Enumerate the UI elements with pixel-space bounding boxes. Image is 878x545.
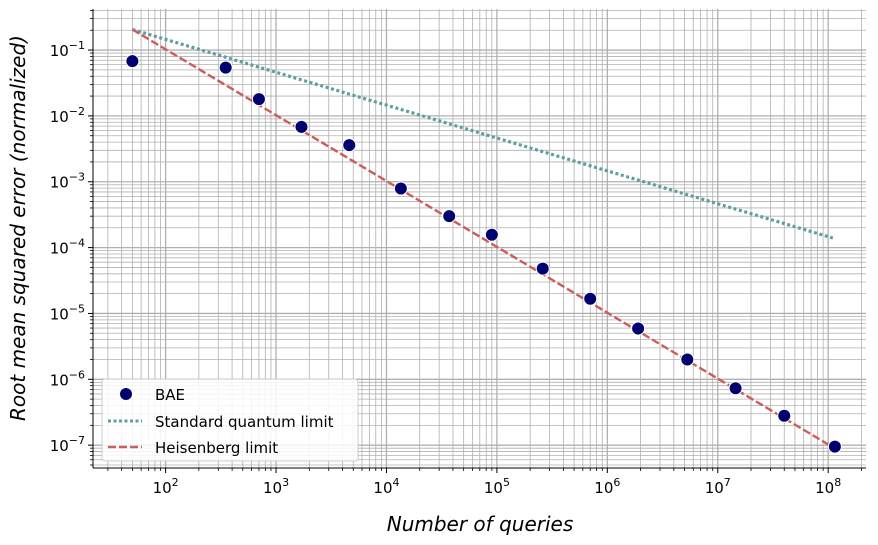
y-tick-label: 10−1 bbox=[50, 39, 85, 60]
bae-point bbox=[342, 138, 357, 153]
bae-point bbox=[442, 209, 457, 224]
x-axis-label: Number of queries bbox=[387, 512, 574, 536]
bae-point bbox=[393, 181, 408, 196]
bae-point bbox=[680, 352, 695, 367]
x-tick-labels: 102 103 104 105 106 107 108 bbox=[153, 476, 842, 497]
bae-point bbox=[777, 408, 792, 423]
legend-box bbox=[101, 378, 359, 462]
legend-bae-marker bbox=[119, 387, 133, 401]
y-tick-label: 10−2 bbox=[50, 105, 85, 126]
x-tick-label: 103 bbox=[263, 476, 289, 497]
x-tick-label: 108 bbox=[815, 476, 841, 497]
bae-point bbox=[535, 261, 550, 276]
bae-point bbox=[583, 291, 598, 306]
bae-point bbox=[125, 54, 140, 69]
bae-point bbox=[218, 60, 233, 75]
y-tick-label: 10−4 bbox=[50, 237, 85, 258]
bae-point bbox=[827, 439, 842, 454]
bae-point bbox=[251, 92, 266, 107]
y-tick-label: 10−5 bbox=[50, 302, 85, 323]
x-tick-label: 107 bbox=[705, 476, 731, 497]
bae-point bbox=[294, 119, 309, 134]
x-tick-label: 104 bbox=[373, 476, 399, 497]
y-tick-label: 10−7 bbox=[50, 434, 85, 455]
series-lines bbox=[131, 27, 834, 449]
x-tick-label: 102 bbox=[153, 476, 179, 497]
heisenberg-limit-line bbox=[131, 28, 834, 449]
standard-quantum-limit-line bbox=[131, 27, 834, 240]
legend: BAE Standard quantum limit Heisenberg li… bbox=[101, 378, 359, 462]
y-tick-label: 10−6 bbox=[50, 368, 85, 389]
y-tick-labels: 10−1 10−2 10−3 10−4 10−5 10−6 10−7 bbox=[50, 39, 85, 455]
bae-point bbox=[484, 227, 499, 242]
bae-points bbox=[125, 54, 842, 454]
legend-heisenberg-label: Heisenberg limit bbox=[155, 439, 278, 457]
x-tick-label: 106 bbox=[594, 476, 620, 497]
bae-point bbox=[728, 381, 743, 396]
axes bbox=[88, 9, 866, 473]
legend-sql-label: Standard quantum limit bbox=[155, 413, 334, 431]
legend-bae-label: BAE bbox=[155, 386, 185, 404]
y-tick-label: 10−3 bbox=[50, 171, 85, 192]
bae-point bbox=[631, 321, 646, 336]
y-axis-label: Root mean squared error (normalized) bbox=[6, 35, 30, 421]
x-tick-label: 105 bbox=[484, 476, 510, 497]
